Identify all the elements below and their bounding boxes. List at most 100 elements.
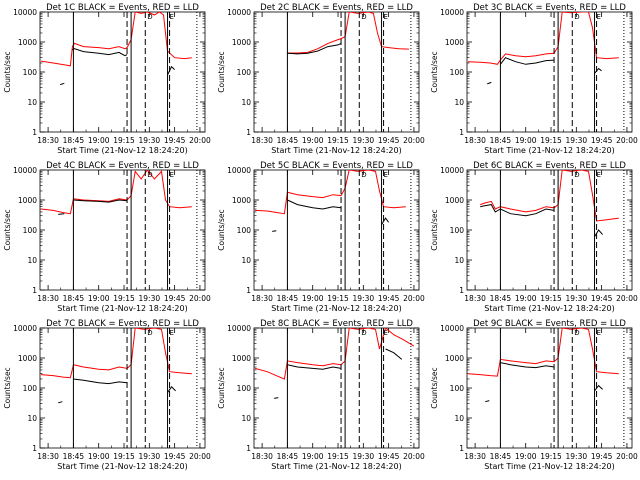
x-tick-label: 19:00 — [302, 294, 324, 303]
y-tick-label: 100 — [450, 226, 465, 235]
time-marker-label: E — [170, 13, 174, 21]
x-tick-label: 18:45 — [277, 136, 299, 145]
x-tick-label: 18:45 — [63, 136, 85, 145]
x-tick-label: 18:45 — [490, 136, 512, 145]
y-tick-label: 10 — [27, 414, 37, 423]
y-tick-label: 1000 — [445, 196, 464, 205]
x-axis-label: Start Time (21-Nov-12 18:24:20) — [484, 304, 614, 313]
x-tick-label: 19:45 — [378, 452, 400, 461]
y-tick-label: 1 — [246, 286, 251, 295]
panel-title: Det 7C BLACK = Events, RED = LLD — [46, 319, 199, 329]
events-series-line — [485, 400, 490, 403]
time-marker-label: E — [384, 171, 388, 179]
events-series-line — [287, 42, 342, 55]
time-marker-label: E — [597, 329, 601, 337]
panel-title: Det 8C BLACK = Events, RED = LLD — [260, 319, 413, 329]
x-tick-label: 19:15 — [113, 294, 135, 303]
plot-frame — [39, 169, 206, 291]
x-tick-label: 19:00 — [88, 452, 110, 461]
time-marker-label: D — [574, 171, 579, 179]
y-tick-label: 1 — [32, 444, 37, 453]
y-tick-label: 10000 — [440, 166, 464, 175]
events-series-line — [167, 386, 176, 393]
time-marker-label: E — [597, 13, 601, 21]
plot-frame — [466, 169, 633, 291]
time-marker-label: D — [147, 13, 152, 21]
x-tick-label: 19:00 — [515, 294, 537, 303]
x-tick-label: 18:45 — [63, 452, 85, 461]
x-tick-label: 19:30 — [139, 452, 161, 461]
y-tick-label: 10000 — [227, 8, 251, 17]
x-tick-label: 19:30 — [566, 136, 588, 145]
events-series-line — [58, 213, 65, 215]
x-tick-label: 18:30 — [251, 294, 273, 303]
y-tick-label: 1000 — [18, 196, 37, 205]
detector-panel-8: Det 8C BLACK = Events, RED = LLD 1 10 100 10… — [217, 319, 425, 471]
detector-panel-5: Det 5C BLACK = Events, RED = LLD 1 10 100 10… — [217, 161, 425, 313]
y-tick-label: 1 — [32, 286, 37, 295]
y-tick-label: 10000 — [227, 324, 251, 333]
panel-title: Det 2C BLACK = Events, RED = LLD — [260, 3, 413, 13]
x-tick-label: 18:30 — [37, 452, 59, 461]
detector-panel-6: Det 6C BLACK = Events, RED = LLD 1 10 100 10… — [430, 161, 638, 313]
events-series-line — [167, 65, 175, 76]
x-tick-label: 18:45 — [277, 294, 299, 303]
y-tick-label: 1000 — [445, 354, 464, 363]
x-tick-label: 20:00 — [189, 294, 211, 303]
x-tick-label: 19:15 — [540, 294, 562, 303]
x-tick-label: 19:45 — [378, 136, 400, 145]
events-series-line — [73, 378, 128, 385]
events-series-line — [287, 199, 342, 210]
events-series-line — [272, 230, 277, 232]
x-tick-label: 19:45 — [591, 452, 613, 461]
events-series-line — [480, 204, 555, 217]
panel-title: Det 6C BLACK = Events, RED = LLD — [473, 161, 626, 171]
x-tick-label: 19:45 — [164, 294, 186, 303]
x-tick-label: 19:30 — [353, 452, 375, 461]
y-axis-label: Counts/sec — [217, 367, 226, 408]
y-axis-label: Counts/sec — [3, 367, 12, 408]
x-tick-label: 18:30 — [37, 294, 59, 303]
y-tick-label: 1000 — [232, 196, 251, 205]
events-series-line — [594, 229, 603, 237]
x-tick-label: 18:30 — [37, 136, 59, 145]
time-marker-label: E — [597, 171, 601, 179]
x-tick-label: 19:45 — [378, 294, 400, 303]
detector-panel-7: Det 7C BLACK = Events, RED = LLD 1 10 100 10… — [3, 319, 211, 471]
x-axis-label: Start Time (21-Nov-12 18:24:20) — [57, 146, 187, 155]
y-tick-label: 1000 — [445, 38, 464, 47]
x-tick-label: 19:45 — [164, 136, 186, 145]
x-axis-label: Start Time (21-Nov-12 18:24:20) — [271, 304, 401, 313]
y-tick-label: 10 — [27, 256, 37, 265]
time-marker-label: D — [147, 329, 152, 337]
x-tick-label: 18:30 — [251, 136, 273, 145]
x-tick-label: 18:30 — [464, 294, 486, 303]
y-tick-label: 10000 — [440, 8, 464, 17]
x-tick-label: 19:15 — [540, 452, 562, 461]
time-marker-label: D — [574, 329, 579, 337]
detector-panel-9: Det 9C BLACK = Events, RED = LLD 1 10 100 10… — [430, 319, 638, 471]
events-series-line — [487, 81, 492, 85]
x-tick-label: 19:30 — [139, 294, 161, 303]
plot-area — [467, 328, 619, 403]
x-tick-label: 19:15 — [327, 452, 349, 461]
events-series-line — [73, 199, 128, 203]
y-axis-label: Counts/sec — [430, 367, 439, 408]
lld-series-line — [254, 328, 415, 380]
x-tick-label: 18:45 — [490, 294, 512, 303]
detector-panel-1: Det 1C BLACK = Events, RED = LLD 1 10 100 10… — [3, 3, 211, 155]
events-series-line — [72, 48, 128, 57]
x-tick-label: 18:30 — [464, 452, 486, 461]
y-tick-label: 1 — [32, 128, 37, 137]
y-tick-label: 10000 — [440, 324, 464, 333]
y-tick-label: 1 — [459, 128, 464, 137]
y-axis-label: Counts/sec — [3, 51, 12, 92]
x-tick-label: 20:00 — [616, 452, 638, 461]
x-axis-label: Start Time (21-Nov-12 18:24:20) — [57, 304, 187, 313]
events-series-line — [500, 362, 555, 369]
x-tick-label: 20:00 — [616, 294, 638, 303]
time-marker-label: E — [170, 329, 174, 337]
y-tick-label: 10 — [241, 256, 251, 265]
events-series-line — [274, 397, 279, 399]
x-tick-label: 19:00 — [88, 294, 110, 303]
